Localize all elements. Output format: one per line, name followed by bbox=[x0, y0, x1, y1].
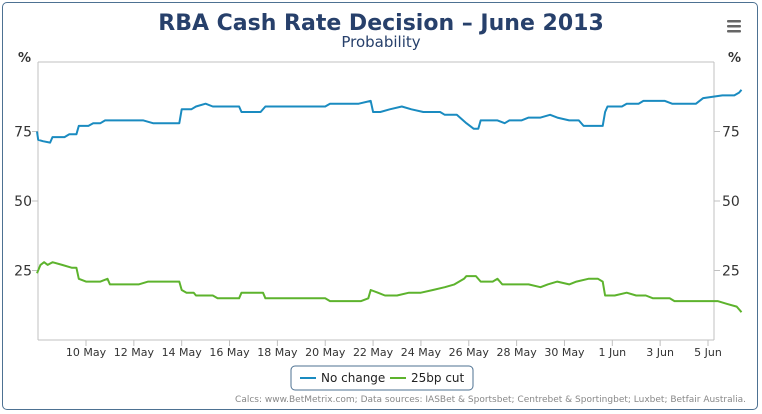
y-tick-label-right: 50 bbox=[722, 194, 740, 210]
series-line-25bp-cut[interactable] bbox=[36, 261, 743, 313]
x-tick-label: 12 May bbox=[114, 346, 155, 359]
x-tick-label: 18 May bbox=[257, 346, 298, 359]
x-axis: 10 May 12 May 14 May 16 May 18 May 20 May 22 M… bbox=[66, 340, 722, 359]
x-tick-label: 5 Jun bbox=[694, 346, 722, 359]
x-tick-label: 24 May bbox=[401, 346, 442, 359]
legend-item-25bp-cut[interactable]: 25bp cut bbox=[390, 371, 465, 385]
x-tick-label: 26 May bbox=[449, 346, 490, 359]
left-y-axis: 25 50 75 bbox=[14, 125, 38, 280]
y-tick-label-left: 50 bbox=[14, 194, 32, 210]
y-tick-label-left: 75 bbox=[14, 125, 32, 141]
hamburger-menu-icon[interactable] bbox=[724, 17, 744, 35]
y-tick-label-right: 25 bbox=[722, 264, 740, 280]
left-y-unit: % bbox=[18, 51, 31, 66]
chart-title: RBA Cash Rate Decision – June 2013 bbox=[158, 11, 604, 36]
right-y-axis: 25 50 75 bbox=[714, 125, 740, 280]
x-tick-label: 28 May bbox=[496, 346, 537, 359]
plot-series bbox=[36, 89, 743, 313]
legend-item-no-change[interactable]: No change bbox=[300, 371, 385, 385]
right-y-unit: % bbox=[728, 51, 741, 66]
gridlines bbox=[37, 61, 715, 341]
x-tick-label: 30 May bbox=[544, 346, 585, 359]
x-tick-label: 1 Jun bbox=[598, 346, 626, 359]
x-tick-label: 10 May bbox=[66, 346, 107, 359]
legend-label-25bp-cut: 25bp cut bbox=[411, 371, 465, 385]
x-tick-label: 20 May bbox=[305, 346, 346, 359]
x-tick-label: 22 May bbox=[353, 346, 394, 359]
series-line-no-change[interactable] bbox=[36, 89, 743, 144]
credits[interactable]: Calcs: www.BetMetrix.com; Data sources: … bbox=[235, 395, 746, 405]
y-tick-label-left: 25 bbox=[14, 264, 32, 280]
chart-subtitle: Probability bbox=[341, 33, 420, 51]
legend-label-no-change: No change bbox=[321, 371, 385, 385]
x-tick-label: 16 May bbox=[209, 346, 250, 359]
legend: No change 25bp cut bbox=[290, 365, 474, 391]
y-tick-label-right: 75 bbox=[722, 125, 740, 141]
x-tick-label: 14 May bbox=[162, 346, 203, 359]
chart-frame bbox=[2, 2, 758, 410]
x-tick-label: 3 Jun bbox=[646, 346, 674, 359]
